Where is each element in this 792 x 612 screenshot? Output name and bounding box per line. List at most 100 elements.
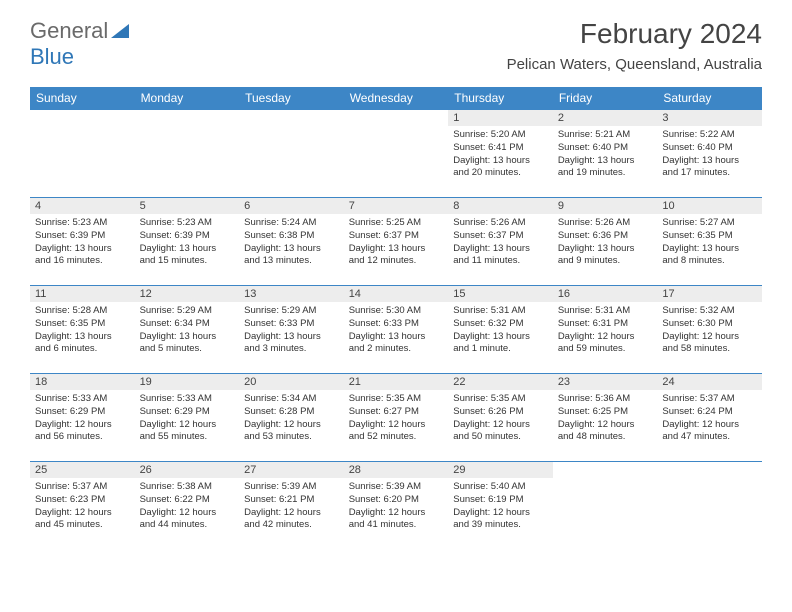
sunrise-text: Sunrise: 5:24 AM xyxy=(244,217,339,230)
calendar-cell: 12Sunrise: 5:29 AMSunset: 6:34 PMDayligh… xyxy=(135,286,240,374)
sunrise-text: Sunrise: 5:31 AM xyxy=(558,305,653,318)
daylight-text: Daylight: 13 hours and 8 minutes. xyxy=(662,243,757,269)
calendar-cell: 21Sunrise: 5:35 AMSunset: 6:27 PMDayligh… xyxy=(344,374,449,462)
day-details: Sunrise: 5:37 AMSunset: 6:23 PMDaylight:… xyxy=(30,478,135,535)
day-details: Sunrise: 5:29 AMSunset: 6:34 PMDaylight:… xyxy=(135,302,240,359)
logo-text-2: Blue xyxy=(30,44,74,70)
sunset-text: Sunset: 6:39 PM xyxy=(35,230,130,243)
day-details: Sunrise: 5:26 AMSunset: 6:36 PMDaylight:… xyxy=(553,214,658,271)
calendar-cell: 24Sunrise: 5:37 AMSunset: 6:24 PMDayligh… xyxy=(657,374,762,462)
daylight-text: Daylight: 12 hours and 53 minutes. xyxy=(244,419,339,445)
calendar-cell xyxy=(344,110,449,198)
calendar-cell: 13 Sunrise: 5:29 AMSunset: 6:33 PMDayligh… xyxy=(239,286,344,374)
calendar-cell: 29Sunrise: 5:40 AMSunset: 6:19 PMDayligh… xyxy=(448,462,553,550)
calendar-cell xyxy=(657,462,762,550)
day-header: Monday xyxy=(135,87,240,110)
logo-triangle-icon xyxy=(111,18,129,44)
sunrise-text: Sunrise: 5:35 AM xyxy=(349,393,444,406)
day-header: Tuesday xyxy=(239,87,344,110)
sunset-text: Sunset: 6:29 PM xyxy=(140,406,235,419)
calendar-cell: 18Sunrise: 5:33 AMSunset: 6:29 PMDayligh… xyxy=(30,374,135,462)
sunrise-text: Sunrise: 5:28 AM xyxy=(35,305,130,318)
sunset-text: Sunset: 6:35 PM xyxy=(662,230,757,243)
calendar-cell: 4Sunrise: 5:23 AMSunset: 6:39 PMDaylight… xyxy=(30,198,135,286)
sunset-text: Sunset: 6:35 PM xyxy=(35,318,130,331)
sunrise-text: Sunrise: 5:29 AM xyxy=(244,305,339,318)
sunset-text: Sunset: 6:21 PM xyxy=(244,494,339,507)
day-header: Wednesday xyxy=(344,87,449,110)
day-number: 28 xyxy=(344,462,449,478)
day-details: Sunrise: 5:28 AMSunset: 6:35 PMDaylight:… xyxy=(30,302,135,359)
calendar-cell: 22Sunrise: 5:35 AMSunset: 6:26 PMDayligh… xyxy=(448,374,553,462)
sunrise-text: Sunrise: 5:23 AM xyxy=(140,217,235,230)
day-number: 17 xyxy=(657,286,762,302)
daylight-text: Daylight: 13 hours and 6 minutes. xyxy=(35,331,130,357)
sunset-text: Sunset: 6:27 PM xyxy=(349,406,444,419)
sunset-text: Sunset: 6:33 PM xyxy=(244,318,339,331)
day-number: 25 xyxy=(30,462,135,478)
day-details: Sunrise: 5:21 AMSunset: 6:40 PMDaylight:… xyxy=(553,126,658,183)
daylight-text: Daylight: 12 hours and 44 minutes. xyxy=(140,507,235,533)
sunrise-text: Sunrise: 5:29 AM xyxy=(140,305,235,318)
daylight-text: Daylight: 13 hours and 3 minutes. xyxy=(244,331,339,357)
calendar-cell xyxy=(135,110,240,198)
sunrise-text: Sunrise: 5:20 AM xyxy=(453,129,548,142)
sunrise-text: Sunrise: 5:39 AM xyxy=(349,481,444,494)
daylight-text: Daylight: 12 hours and 52 minutes. xyxy=(349,419,444,445)
sunset-text: Sunset: 6:36 PM xyxy=(558,230,653,243)
day-number: 23 xyxy=(553,374,658,390)
sunset-text: Sunset: 6:40 PM xyxy=(558,142,653,155)
calendar-cell: 6Sunrise: 5:24 AMSunset: 6:38 PMDaylight… xyxy=(239,198,344,286)
daylight-text: Daylight: 13 hours and 9 minutes. xyxy=(558,243,653,269)
daylight-text: Daylight: 12 hours and 58 minutes. xyxy=(662,331,757,357)
daylight-text: Daylight: 12 hours and 50 minutes. xyxy=(453,419,548,445)
day-details: Sunrise: 5:20 AMSunset: 6:41 PMDaylight:… xyxy=(448,126,553,183)
sunset-text: Sunset: 6:22 PM xyxy=(140,494,235,507)
calendar-cell: 25Sunrise: 5:37 AMSunset: 6:23 PMDayligh… xyxy=(30,462,135,550)
sunset-text: Sunset: 6:19 PM xyxy=(453,494,548,507)
calendar-row: 1Sunrise: 5:20 AMSunset: 6:41 PMDaylight… xyxy=(30,110,762,198)
day-number: 27 xyxy=(239,462,344,478)
sunrise-text: Sunrise: 5:30 AM xyxy=(349,305,444,318)
day-number: 15 xyxy=(448,286,553,302)
day-number: 5 xyxy=(135,198,240,214)
calendar-cell: 19Sunrise: 5:33 AMSunset: 6:29 PMDayligh… xyxy=(135,374,240,462)
daylight-text: Daylight: 13 hours and 1 minute. xyxy=(453,331,548,357)
daylight-text: Daylight: 13 hours and 17 minutes. xyxy=(662,155,757,181)
calendar-cell: 2Sunrise: 5:21 AMSunset: 6:40 PMDaylight… xyxy=(553,110,658,198)
day-number: 10 xyxy=(657,198,762,214)
daylight-text: Daylight: 13 hours and 13 minutes. xyxy=(244,243,339,269)
sunrise-text: Sunrise: 5:33 AM xyxy=(35,393,130,406)
day-details: Sunrise: 5:33 AMSunset: 6:29 PMDaylight:… xyxy=(30,390,135,447)
day-number: 8 xyxy=(448,198,553,214)
day-details: Sunrise: 5:39 AMSunset: 6:21 PMDaylight:… xyxy=(239,478,344,535)
sunset-text: Sunset: 6:37 PM xyxy=(453,230,548,243)
day-details: Sunrise: 5:34 AMSunset: 6:28 PMDaylight:… xyxy=(239,390,344,447)
day-number: 3 xyxy=(657,110,762,126)
daylight-text: Daylight: 13 hours and 19 minutes. xyxy=(558,155,653,181)
daylight-text: Daylight: 12 hours and 45 minutes. xyxy=(35,507,130,533)
sunset-text: Sunset: 6:29 PM xyxy=(35,406,130,419)
calendar-cell: 17Sunrise: 5:32 AMSunset: 6:30 PMDayligh… xyxy=(657,286,762,374)
day-header: Friday xyxy=(553,87,658,110)
day-number: 11 xyxy=(30,286,135,302)
day-details: Sunrise: 5:35 AMSunset: 6:27 PMDaylight:… xyxy=(344,390,449,447)
day-number: 26 xyxy=(135,462,240,478)
day-number: 2 xyxy=(553,110,658,126)
day-details: Sunrise: 5:25 AMSunset: 6:37 PMDaylight:… xyxy=(344,214,449,271)
sunset-text: Sunset: 6:25 PM xyxy=(558,406,653,419)
daylight-text: Daylight: 13 hours and 11 minutes. xyxy=(453,243,548,269)
sunset-text: Sunset: 6:40 PM xyxy=(662,142,757,155)
calendar-cell: 3Sunrise: 5:22 AMSunset: 6:40 PMDaylight… xyxy=(657,110,762,198)
day-details: Sunrise: 5:38 AMSunset: 6:22 PMDaylight:… xyxy=(135,478,240,535)
day-number: 13 xyxy=(239,286,344,302)
day-header: Sunday xyxy=(30,87,135,110)
day-details: Sunrise: 5:23 AMSunset: 6:39 PMDaylight:… xyxy=(30,214,135,271)
day-number: 4 xyxy=(30,198,135,214)
sunrise-text: Sunrise: 5:35 AM xyxy=(453,393,548,406)
sunrise-text: Sunrise: 5:39 AM xyxy=(244,481,339,494)
day-details: Sunrise: 5:39 AMSunset: 6:20 PMDaylight:… xyxy=(344,478,449,535)
calendar-cell: 20Sunrise: 5:34 AMSunset: 6:28 PMDayligh… xyxy=(239,374,344,462)
calendar-table: Sunday Monday Tuesday Wednesday Thursday… xyxy=(30,87,762,550)
day-details: Sunrise: 5:30 AMSunset: 6:33 PMDaylight:… xyxy=(344,302,449,359)
